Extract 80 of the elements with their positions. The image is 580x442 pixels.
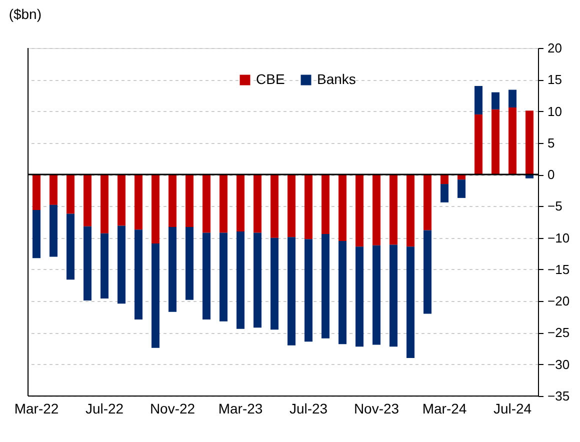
y-axis-title: ($bn) xyxy=(8,6,42,22)
y-tick-label: −15 xyxy=(548,262,570,277)
legend-label: CBE xyxy=(256,71,285,87)
x-tick-label: Jul-23 xyxy=(289,400,328,416)
bar xyxy=(186,227,194,300)
bar xyxy=(406,246,414,358)
bar xyxy=(152,174,160,244)
bar xyxy=(424,230,432,314)
y-tick-label: −25 xyxy=(548,325,570,340)
x-tick-label: Mar-23 xyxy=(218,400,263,416)
bar xyxy=(288,174,296,238)
bar xyxy=(390,174,398,245)
x-tick-label: Nov-23 xyxy=(354,400,400,416)
y-tick-label: −10 xyxy=(548,230,570,246)
bar xyxy=(220,232,228,322)
y-tick-label: 10 xyxy=(548,104,562,119)
bar xyxy=(236,231,244,329)
bar xyxy=(152,244,160,348)
bar xyxy=(84,226,92,300)
bar xyxy=(270,238,278,330)
y-tick-label: 20 xyxy=(548,40,562,56)
bar xyxy=(356,246,364,347)
bar xyxy=(492,109,500,175)
bar xyxy=(424,174,432,230)
bar xyxy=(202,232,210,320)
bar xyxy=(526,110,534,175)
y-tick-label: 5 xyxy=(548,135,555,150)
bar xyxy=(508,90,516,108)
bar xyxy=(508,107,516,175)
bar xyxy=(254,232,262,328)
bar xyxy=(338,240,346,344)
bar xyxy=(390,244,398,347)
bar xyxy=(304,239,312,342)
bar xyxy=(202,174,210,233)
bar xyxy=(406,174,414,247)
bar xyxy=(356,174,364,247)
x-tick-label: Jul-24 xyxy=(493,400,532,416)
bar xyxy=(270,174,278,238)
bar xyxy=(288,237,296,346)
bar xyxy=(66,214,74,280)
bar xyxy=(492,92,500,110)
bar xyxy=(322,234,330,338)
bar xyxy=(220,174,228,233)
x-tick-label: Nov-22 xyxy=(150,400,196,416)
bar xyxy=(32,174,40,210)
bar xyxy=(304,174,312,240)
y-tick-label: −30 xyxy=(548,356,570,372)
bar xyxy=(50,204,58,257)
bar xyxy=(474,114,482,175)
bar xyxy=(254,174,262,233)
bar xyxy=(50,174,58,205)
bar xyxy=(474,86,482,114)
bar xyxy=(338,174,346,241)
y-tick-label: 0 xyxy=(548,167,555,182)
legend-label: Banks xyxy=(317,71,356,87)
bar xyxy=(118,174,126,226)
bar xyxy=(372,245,380,345)
bar xyxy=(168,227,176,312)
bar xyxy=(440,184,448,202)
bar xyxy=(322,174,330,234)
bar xyxy=(236,174,244,232)
bar xyxy=(372,174,380,246)
bar xyxy=(118,226,126,304)
bar xyxy=(100,174,108,234)
y-tick-label: 15 xyxy=(548,72,562,88)
y-tick-label: −5 xyxy=(548,198,562,214)
x-tick-label: Mar-24 xyxy=(422,400,467,416)
y-tick-label: −20 xyxy=(548,294,570,309)
bar xyxy=(134,230,142,320)
bar xyxy=(84,174,92,226)
x-tick-label: Mar-22 xyxy=(14,400,59,416)
bar xyxy=(458,180,466,198)
y-tick-label: −35 xyxy=(548,388,570,404)
bar xyxy=(100,233,108,299)
bar xyxy=(168,174,176,228)
bar xyxy=(186,174,194,228)
x-tick-label: Jul-22 xyxy=(85,400,124,416)
bar xyxy=(66,174,74,214)
bar xyxy=(134,174,142,230)
bar xyxy=(32,210,40,258)
